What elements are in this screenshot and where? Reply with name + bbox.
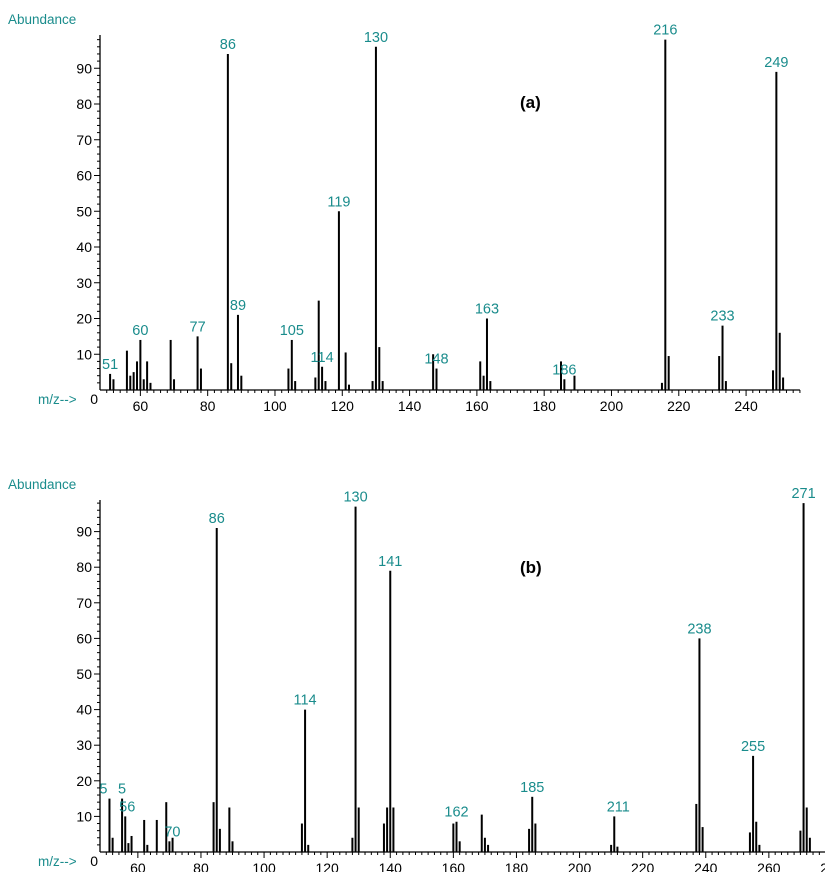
peak-label: 77 (190, 319, 206, 335)
y-tick-label: 50 (76, 666, 92, 682)
peak-label: 130 (343, 490, 367, 506)
spectrum-panel-b: 10 20 30 40 50 60 70 80 90 0 60 80 100 120 140 160 180 20… (8, 477, 825, 872)
x-tick-label: 120 (331, 398, 355, 414)
peak-label: 185 (520, 780, 544, 796)
y-tick-label: 60 (76, 168, 92, 184)
peak-label: 119 (327, 194, 350, 210)
panel-label: (a) (520, 93, 541, 112)
x-tick-label: 100 (263, 398, 287, 414)
y-tick-label: 90 (76, 524, 92, 540)
x-tick-label: 200 (568, 860, 592, 872)
y-tick-label: 20 (76, 773, 92, 789)
peak-label: 163 (475, 302, 499, 318)
y-axis-title: Abundance (8, 477, 76, 492)
x-tick-label: 280 (820, 860, 825, 872)
peak-label: 148 (424, 352, 448, 368)
peak-label: 114 (294, 693, 317, 709)
y-tick-label: 40 (76, 239, 92, 255)
peak-label: 141 (378, 554, 402, 570)
y-tick-label: 90 (76, 60, 92, 76)
x-tick-label: 240 (694, 860, 718, 872)
x-axis-prefix: m/z--> (38, 392, 77, 407)
x-tick-label: 200 (600, 398, 624, 414)
spectrum-panel-a: 10 20 30 40 50 60 70 80 90 0 60 80 100 120 140 160 180 20… (8, 12, 801, 414)
y-tick-label: 20 (76, 311, 92, 327)
x-tick-label: 260 (757, 860, 781, 872)
peak-label: 114 (311, 350, 334, 366)
y-tick-label: 60 (76, 630, 92, 646)
peak-label: 233 (710, 309, 734, 325)
y-tick-label: 50 (76, 203, 92, 219)
x-tick-label: 60 (130, 860, 146, 872)
x-tick-label: 100 (252, 860, 276, 872)
x-tick-label: 180 (533, 398, 557, 414)
y-tick-label: 10 (76, 346, 92, 362)
peak-label: 60 (132, 323, 148, 339)
y-tick-label: 80 (76, 559, 92, 575)
x-tick-label: 220 (667, 398, 691, 414)
peak-label: 211 (607, 799, 630, 815)
peak-label: 56 (119, 799, 135, 815)
peak-label: 271 (791, 486, 815, 502)
peak-label: 86 (209, 511, 225, 527)
peak-label: 216 (653, 23, 677, 39)
x-tick-label: 0 (90, 853, 98, 869)
y-tick-label: 80 (76, 96, 92, 112)
panel-label: (b) (520, 558, 542, 577)
x-tick-label: 80 (200, 398, 216, 414)
y-axis-title: Abundance (8, 12, 76, 27)
peak-label: 249 (764, 55, 788, 71)
peak-label: 162 (444, 805, 468, 821)
x-tick-label: 240 (734, 398, 758, 414)
x-tick-label: 160 (465, 398, 489, 414)
x-tick-label: 160 (442, 860, 466, 872)
x-tick-label: 120 (315, 860, 339, 872)
y-tick-label: 40 (76, 702, 92, 718)
peak-label: 238 (687, 621, 711, 637)
peak-label: 5 (99, 782, 107, 798)
x-tick-label: 140 (379, 860, 403, 872)
y-tick-label: 30 (76, 737, 92, 753)
peak-label: 130 (364, 30, 388, 46)
peak-label: 186 (552, 362, 576, 378)
peak-label: 70 (164, 824, 180, 840)
peak-label: 86 (220, 37, 236, 53)
x-tick-label: 0 (90, 391, 98, 407)
x-axis-prefix: m/z--> (38, 854, 77, 869)
x-tick-label: 180 (505, 860, 529, 872)
x-tick-label: 60 (133, 398, 149, 414)
peak-label: 51 (102, 357, 118, 373)
peak-label: 5 (118, 782, 126, 798)
peak-label: 255 (741, 739, 765, 755)
peak-label: 89 (230, 298, 246, 314)
y-tick-label: 70 (76, 595, 92, 611)
x-tick-label: 220 (631, 860, 655, 872)
y-tick-label: 10 (76, 808, 92, 824)
x-tick-label: 80 (193, 860, 209, 872)
peak-label: 105 (280, 323, 304, 339)
y-tick-label: 70 (76, 132, 92, 148)
x-tick-label: 140 (398, 398, 422, 414)
y-tick-label: 30 (76, 275, 92, 291)
